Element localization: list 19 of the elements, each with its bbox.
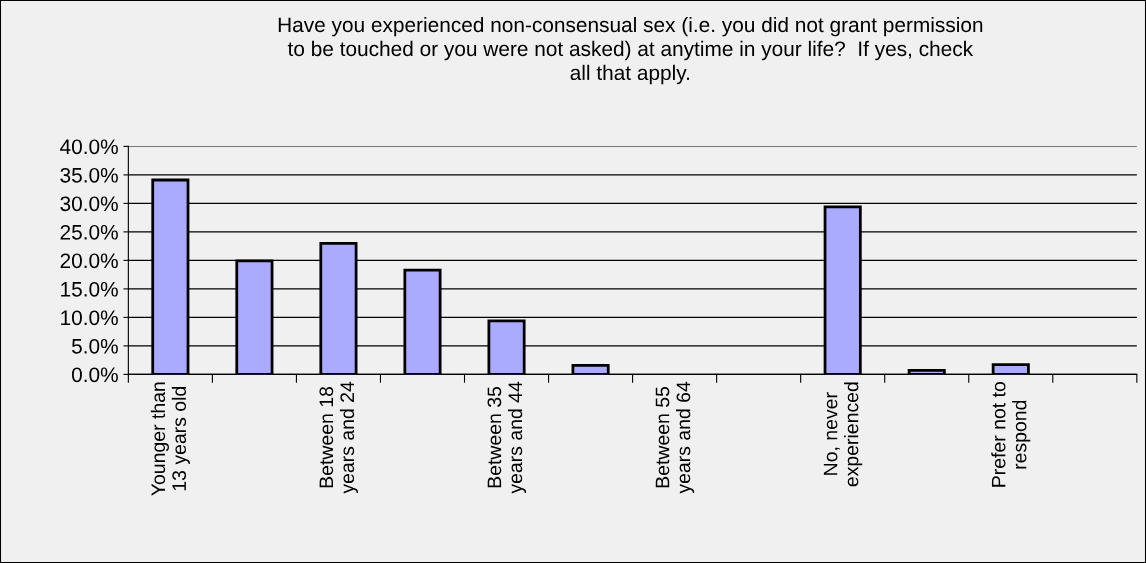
y-tick-label: 0.0% <box>71 367 118 383</box>
x-tick-label: Younger than 13 years old <box>150 382 190 496</box>
y-tick-label: 30.0% <box>60 196 118 212</box>
x-tick-label: Prefer not to respond <box>991 382 1031 487</box>
y-tick-label: 20.0% <box>60 253 118 269</box>
y-tick-label: 35.0% <box>60 167 118 183</box>
x-tick-label: Between 35 years and 44 <box>487 381 527 494</box>
x-tick-label: Between 55 years and 64 <box>655 381 695 494</box>
bar <box>571 363 610 375</box>
y-tick-label: 25.0% <box>60 224 118 240</box>
x-tick-label: Between 18 years and 24 <box>319 381 358 494</box>
chart-title: Have you experienced non-consensual sex (i.e. you did not grant permission to be touched or you were not asked) at anytime in your life? If yes, check all that apply. <box>278 16 983 85</box>
x-tick-label: No, never experienced <box>823 382 863 487</box>
y-tick-label: 10.0% <box>61 310 118 326</box>
bar <box>991 363 1030 375</box>
y-tick-label: 5.0% <box>71 338 118 354</box>
y-tick-label: 40.0% <box>60 139 118 155</box>
bar <box>907 369 946 375</box>
y-tick-label: 15.0% <box>61 281 118 297</box>
